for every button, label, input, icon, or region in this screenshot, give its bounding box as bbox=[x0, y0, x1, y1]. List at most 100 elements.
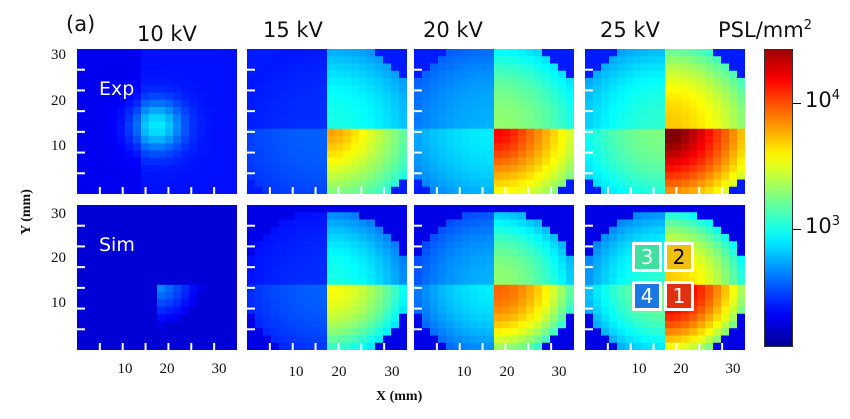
heatmap-cell bbox=[157, 335, 166, 344]
heatmap-cell bbox=[327, 241, 336, 250]
heatmap-cell bbox=[633, 128, 642, 137]
heatmap-cell bbox=[287, 241, 296, 250]
heatmap-cell bbox=[665, 270, 674, 279]
heatmap-cell bbox=[255, 121, 264, 130]
heatmap-cell bbox=[101, 284, 110, 293]
heatmap-cell bbox=[101, 335, 110, 344]
heatmap-cell bbox=[438, 313, 447, 322]
heatmap-cell bbox=[518, 277, 527, 286]
heatmap-cell bbox=[205, 128, 214, 137]
heatmap-cell bbox=[263, 342, 272, 350]
heatmap-cell bbox=[263, 306, 272, 315]
heatmap-cell bbox=[641, 219, 650, 228]
heatmap-cell bbox=[729, 150, 738, 159]
heatmap-cell bbox=[343, 128, 352, 137]
heatmap-cell bbox=[609, 277, 618, 286]
heatmap-cell bbox=[287, 78, 296, 86]
heatmap-cell bbox=[617, 92, 626, 101]
heatmap-cell bbox=[446, 165, 455, 173]
heatmap-cell bbox=[189, 284, 198, 293]
heatmap-cell bbox=[125, 56, 134, 65]
heatmap-cell bbox=[263, 299, 272, 308]
heatmap-cell bbox=[359, 157, 368, 166]
heatmap-cell bbox=[534, 299, 543, 308]
heatmap-cell bbox=[593, 186, 602, 194]
heatmap-cell bbox=[165, 107, 174, 115]
heatmap-cell bbox=[470, 150, 479, 159]
heatmap-cell bbox=[157, 63, 166, 72]
heatmap-cell bbox=[681, 172, 690, 181]
heatmap-cell bbox=[534, 150, 543, 159]
heatmap-cell bbox=[697, 107, 706, 115]
heatmap-cell bbox=[399, 241, 407, 250]
heatmap-cell bbox=[729, 241, 738, 250]
heatmap-cell bbox=[681, 85, 690, 94]
heatmap-cell bbox=[351, 136, 360, 144]
heatmap-cell bbox=[173, 248, 182, 257]
heatmap-cell bbox=[399, 299, 407, 308]
heatmap-cell bbox=[470, 205, 479, 213]
heatmap-cell bbox=[303, 92, 312, 101]
heatmap-cell bbox=[486, 248, 495, 257]
heatmap-cell bbox=[141, 92, 150, 101]
heatmap-cell bbox=[221, 226, 230, 235]
heatmap-cell bbox=[665, 328, 674, 337]
heatmap-cell bbox=[157, 342, 166, 350]
heatmap-cell bbox=[343, 270, 352, 279]
heatmap-cell bbox=[641, 85, 650, 94]
heatmap-cell bbox=[109, 157, 118, 166]
heatmap-cell bbox=[593, 342, 602, 350]
heatmap-cell bbox=[109, 78, 118, 86]
heatmap-cell bbox=[213, 299, 222, 308]
heatmap-cell bbox=[430, 248, 439, 257]
heatmap-cell bbox=[383, 128, 392, 137]
heatmap-cell bbox=[221, 186, 230, 194]
heatmap-cell bbox=[486, 226, 495, 235]
heatmap-cell bbox=[566, 186, 574, 194]
heatmap-cell bbox=[173, 172, 182, 181]
heatmap-cell bbox=[593, 179, 602, 188]
heatmap-cell bbox=[93, 99, 102, 108]
heatmap-cell bbox=[609, 255, 618, 264]
heatmap-cell bbox=[713, 292, 722, 300]
heatmap-cell bbox=[713, 284, 722, 293]
heatmap-cell bbox=[149, 342, 158, 350]
heatmap-cell bbox=[117, 299, 126, 308]
heatmap-cell bbox=[486, 234, 495, 242]
heatmap-cell bbox=[518, 342, 527, 350]
heatmap-cell bbox=[173, 92, 182, 101]
heatmap-cell bbox=[303, 136, 312, 144]
heatmap-cell bbox=[85, 107, 94, 115]
heatmap-cell bbox=[721, 342, 730, 350]
heatmap-cell bbox=[462, 226, 471, 235]
heatmap-cell bbox=[271, 306, 280, 315]
heatmap-cell bbox=[327, 313, 336, 322]
heatmap-cell bbox=[271, 157, 280, 166]
heatmap-cell bbox=[422, 226, 431, 235]
heatmap-cell bbox=[713, 172, 722, 181]
heatmap-cell bbox=[526, 143, 535, 152]
heatmap-cell bbox=[213, 85, 222, 94]
heatmap-cell bbox=[197, 114, 206, 123]
heatmap-cell bbox=[375, 313, 384, 322]
heatmap-cell bbox=[383, 172, 392, 181]
heatmap-cell bbox=[558, 49, 567, 57]
heatmap-cell bbox=[213, 186, 222, 194]
heatmap-cell bbox=[343, 157, 352, 166]
heatmap-cell bbox=[446, 292, 455, 300]
heatmap-cell bbox=[486, 85, 495, 94]
heatmap-cell bbox=[213, 212, 222, 221]
heatmap-cell bbox=[109, 70, 118, 79]
heatmap-cell bbox=[729, 179, 738, 188]
heatmap-cell bbox=[221, 121, 230, 130]
heatmap-cell bbox=[295, 157, 304, 166]
heatmap-cell bbox=[375, 255, 384, 264]
heatmap-cell bbox=[681, 205, 690, 213]
heatmap-cell bbox=[359, 78, 368, 86]
heatmap-cell bbox=[229, 205, 237, 213]
heatmap-cell bbox=[713, 49, 722, 57]
heatmap-cell bbox=[221, 165, 230, 173]
heatmap-cell bbox=[77, 179, 86, 188]
heatmap-cell bbox=[181, 263, 190, 271]
heatmap-cell bbox=[271, 219, 280, 228]
